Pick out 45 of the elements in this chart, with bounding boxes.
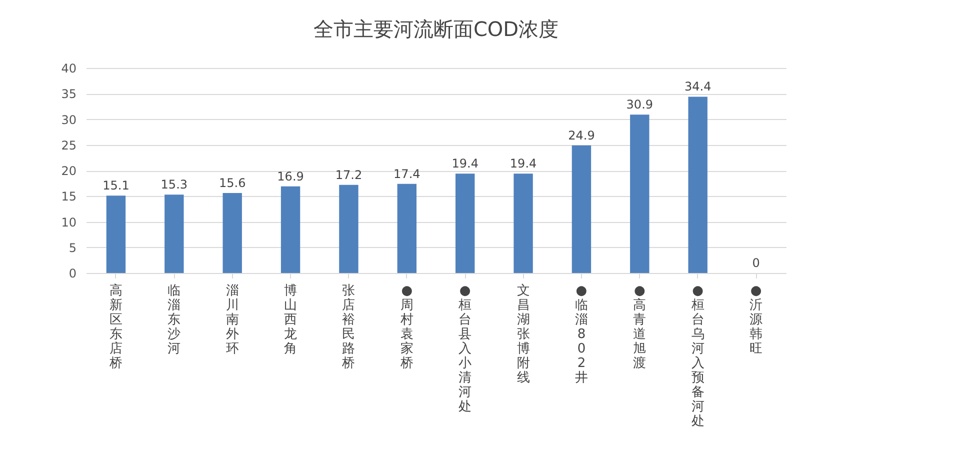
y-tick-label: 15 (61, 190, 76, 204)
y-tick-label: 20 (61, 164, 76, 178)
bar (572, 145, 592, 273)
x-tick-label: 高新区东店桥 (108, 282, 122, 371)
y-tick-label: 10 (61, 215, 76, 230)
chart-title: 全市主要河流断面COD浓度 (313, 17, 559, 41)
bar (688, 96, 708, 273)
category-label: ●桓台县入小清河处 (458, 284, 472, 414)
bar (106, 196, 126, 273)
x-tick-label: ●高青道旭渡 (633, 284, 646, 371)
x-tick-label: 张店裕民路桥 (341, 284, 356, 371)
x-tick-label: 临淄东沙河 (168, 284, 181, 356)
y-tick-label: 5 (68, 240, 76, 255)
category-label: ●桓台乌河入预备河处 (691, 284, 704, 429)
data-label: 19.4 (510, 156, 537, 171)
data-label: 17.2 (335, 168, 362, 182)
x-tick-label: 文昌湖张博附线 (516, 284, 530, 386)
bar (455, 174, 475, 273)
data-label: 16.9 (277, 169, 304, 184)
x-tick-label: 淄川南外环 (226, 284, 239, 356)
y-tick-label: 35 (61, 87, 76, 102)
x-tick-label: ●临淄802井 (574, 284, 588, 386)
data-label: 0 (752, 256, 760, 270)
bar (280, 186, 300, 273)
data-label: 24.9 (568, 128, 595, 142)
data-label: 15.6 (218, 176, 246, 190)
data-label: 17.4 (394, 166, 420, 181)
bar (339, 184, 358, 273)
data-label: 30.9 (626, 98, 654, 112)
data-label: 19.4 (452, 156, 478, 171)
bar (630, 114, 650, 273)
bar (164, 194, 184, 273)
y-tick-label: 40 (61, 62, 76, 76)
data-label: 34.4 (684, 80, 712, 94)
y-tick-label: 0 (68, 266, 76, 280)
bar (397, 184, 417, 273)
y-tick-label: 30 (61, 112, 76, 127)
x-tick-label: 博山西龙角 (284, 284, 298, 356)
bar (514, 174, 533, 273)
y-tick-label: 25 (61, 138, 76, 152)
x-tick-label: ●沂源韩旺 (750, 284, 763, 356)
data-label: 15.3 (160, 178, 188, 192)
data-label: 15.1 (102, 178, 130, 193)
x-tick-label: ●周村袁家桥 (399, 284, 414, 371)
bar (222, 193, 242, 273)
